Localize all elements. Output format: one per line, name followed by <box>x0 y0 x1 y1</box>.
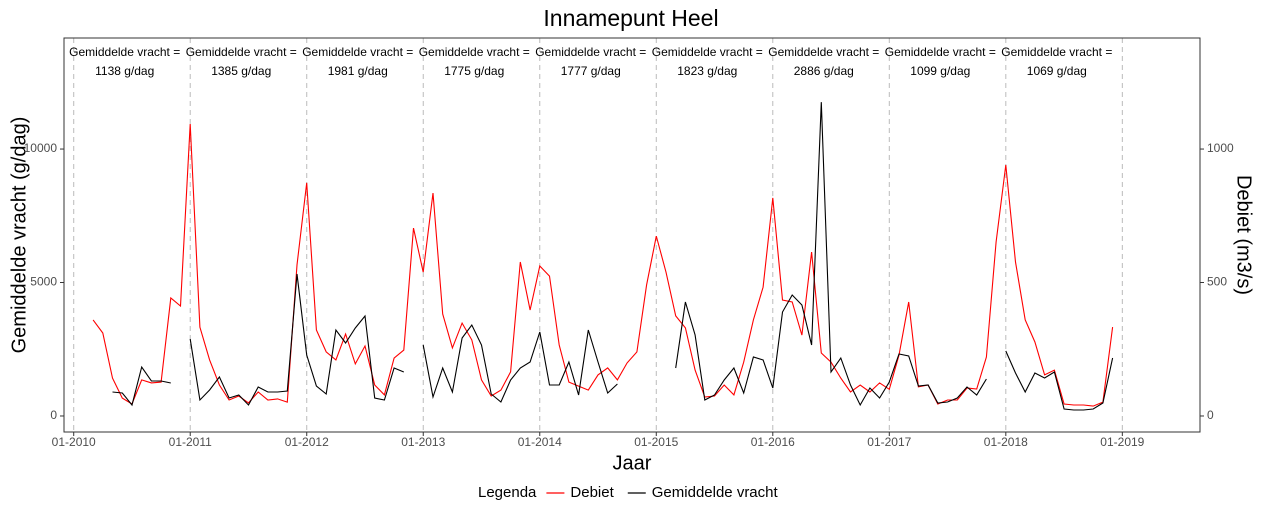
x-tick-label: 01-2013 <box>401 435 445 449</box>
annotation: Gemiddelde vracht = <box>535 45 646 59</box>
x-tick-label: 01-2010 <box>52 435 96 449</box>
annotation: Gemiddelde vracht = <box>419 45 530 59</box>
annotation: Gemiddelde vracht = <box>768 45 879 59</box>
annotation: Gemiddelde vracht = <box>652 45 763 59</box>
x-tick-label: 01-2019 <box>1100 435 1144 449</box>
annotation: Gemiddelde vracht = <box>302 45 413 59</box>
x-tick-label: 01-2011 <box>169 435 212 449</box>
y2-axis-label: Debiet (m3/s) <box>1233 175 1255 295</box>
annotation: Gemiddelde vracht = <box>69 45 180 59</box>
annotation: 2886 g/dag <box>794 64 854 78</box>
y2-tick-label: 1000 <box>1207 141 1234 155</box>
annotation: 1069 g/dag <box>1027 64 1087 78</box>
y-tick-label: 5000 <box>30 275 57 289</box>
annotation: 1099 g/dag <box>910 64 970 78</box>
series-line <box>112 102 1114 411</box>
chart-title: Innamepunt Heel <box>543 5 718 31</box>
y-tick-label: 0 <box>50 408 57 422</box>
annotation: 1981 g/dag <box>328 64 388 78</box>
annotation: 1385 g/dag <box>211 64 271 78</box>
x-tick-label: 01-2014 <box>518 435 562 449</box>
y-axis-label: Gemiddelde vracht (g/dag) <box>8 117 30 354</box>
legend-label: Debiet <box>570 484 614 501</box>
y2-tick-label: 0 <box>1207 408 1214 422</box>
annotation: Gemiddelde vracht = <box>186 45 297 59</box>
annotation: 1823 g/dag <box>677 64 737 78</box>
x-tick-label: 01-2012 <box>285 435 329 449</box>
annotation: Gemiddelde vracht = <box>1001 45 1112 59</box>
x-tick-label: 01-2015 <box>634 435 678 449</box>
x-axis-label: Jaar <box>613 452 652 474</box>
y2-tick-label: 500 <box>1207 275 1227 289</box>
x-tick-label: 01-2018 <box>984 435 1028 449</box>
x-tick-label: 01-2017 <box>867 435 911 449</box>
annotation: 1775 g/dag <box>444 64 504 78</box>
plot-border <box>63 37 1201 433</box>
legend-title: Legenda <box>478 484 537 501</box>
y-tick-label: 10000 <box>24 141 58 155</box>
x-tick-label: 01-2016 <box>751 435 795 449</box>
annotation: 1138 g/dag <box>95 64 154 78</box>
annotation: Gemiddelde vracht = <box>885 45 996 59</box>
annotation: 1777 g/dag <box>561 64 621 78</box>
legend-label: Gemiddelde vracht <box>652 484 779 501</box>
